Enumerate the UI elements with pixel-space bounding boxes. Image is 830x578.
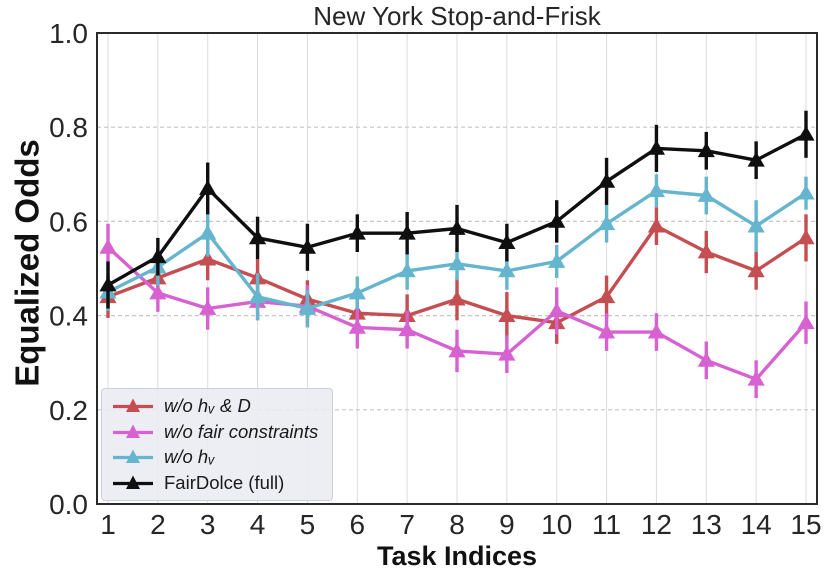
triangle-marker-icon [113, 398, 153, 413]
data-point-marker [199, 180, 217, 195]
data-point-marker [248, 288, 267, 304]
data-point-marker [498, 345, 516, 361]
legend-label: w/o fair constraints [164, 420, 319, 442]
legend-label: w/o hᵥ [164, 446, 215, 468]
data-point-marker [398, 224, 416, 240]
data-point-marker [498, 262, 516, 278]
data-point-marker [647, 323, 666, 339]
legend-label: w/o hᵥ & D [164, 395, 251, 417]
x-tick-label: 7 [399, 509, 415, 540]
y-tick-label: 0.0 [49, 489, 88, 520]
x-tick-label: 9 [499, 509, 515, 540]
x-tick-label: 11 [592, 509, 621, 540]
data-point-marker [149, 284, 167, 300]
data-point-marker [697, 351, 715, 367]
data-point-marker [747, 151, 765, 167]
data-point-marker [797, 125, 815, 141]
data-point-marker [697, 142, 715, 158]
data-point-marker [697, 243, 715, 259]
y-tick-label: 0.6 [49, 206, 88, 237]
x-tick-label: 8 [449, 509, 465, 540]
data-point-marker [548, 302, 566, 318]
data-point-marker [298, 238, 317, 254]
data-point-marker [448, 290, 466, 306]
x-tick-label: 14 [741, 509, 772, 540]
data-point-marker [498, 307, 516, 322]
legend-item-fairdolce-full: FairDolce (full) [112, 472, 322, 494]
x-tick-label: 12 [641, 509, 672, 540]
triangle-marker-icon [113, 475, 153, 489]
data-point-marker [99, 238, 117, 254]
data-point-marker [348, 284, 366, 300]
data-point-marker [149, 248, 167, 264]
x-axis-label: Task Indices [376, 541, 538, 571]
data-point-marker [747, 262, 765, 278]
x-tick-label: 3 [200, 509, 216, 540]
data-point-marker [597, 215, 616, 231]
x-tick-label: 13 [691, 509, 722, 540]
data-point-marker [597, 288, 616, 304]
data-point-marker [199, 224, 217, 240]
data-point-marker [298, 300, 317, 315]
data-point-marker [398, 321, 416, 337]
y-tick-label: 0.4 [49, 301, 88, 332]
data-point-marker [647, 139, 666, 155]
triangle-marker-icon [113, 449, 153, 464]
data-point-marker [697, 187, 715, 202]
x-tick-label: 5 [300, 509, 316, 540]
data-point-marker [747, 217, 765, 233]
data-point-marker [647, 217, 666, 233]
legend-item-wo-fair-constraints: w/o fair constraints [112, 421, 322, 443]
data-point-marker [597, 323, 616, 339]
data-point-marker [797, 184, 815, 200]
x-tick-label: 10 [541, 509, 572, 540]
x-tick-label: 6 [349, 509, 365, 540]
data-point-marker [448, 342, 466, 358]
data-point-marker [348, 318, 366, 334]
legend-label: FairDolce (full) [164, 471, 285, 493]
data-point-marker [548, 253, 566, 268]
x-tick-label: 2 [150, 509, 166, 540]
data-point-marker [498, 234, 516, 249]
y-tick-label: 0.8 [49, 112, 88, 143]
y-tick-label: 0.2 [49, 395, 88, 426]
x-tick-label: 15 [790, 509, 821, 540]
x-tick-label: 1 [100, 509, 116, 540]
data-point-marker [348, 224, 366, 240]
data-point-marker [647, 182, 666, 198]
legend-item-wo-hv: w/o hᵥ [112, 446, 322, 468]
data-point-marker [448, 220, 466, 235]
triangle-marker-icon [113, 424, 153, 438]
legend-item-wo-hv-and-d: w/o hᵥ & D [112, 395, 322, 417]
data-point-marker [797, 314, 815, 330]
data-point-marker [398, 262, 416, 278]
data-point-marker [797, 229, 815, 245]
data-point-marker [747, 370, 765, 386]
data-point-marker [597, 172, 616, 188]
data-point-marker [248, 229, 267, 245]
data-point-marker [199, 250, 217, 266]
legend: w/o hᵥ & D w/o fair constraints w/o hᵥ F… [101, 388, 333, 501]
chart-title: New York Stop-and-Frisk [313, 1, 601, 31]
data-point-marker [448, 255, 466, 271]
data-point-marker [199, 300, 217, 315]
x-tick-label: 4 [250, 509, 266, 540]
data-point-marker [99, 276, 117, 292]
data-point-marker [548, 213, 566, 228]
y-tick-label: 1.0 [49, 18, 88, 49]
plot-frame [96, 32, 818, 505]
